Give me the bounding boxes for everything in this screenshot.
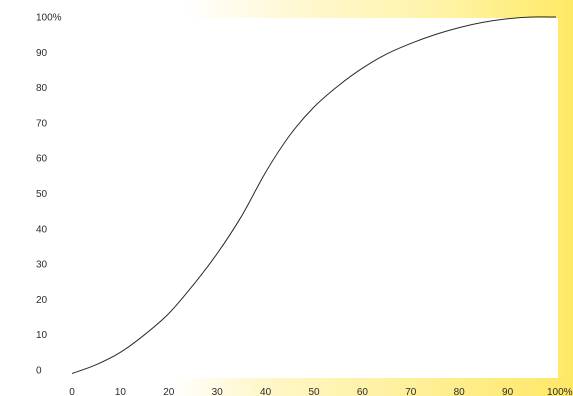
x-tick-label: 60 [357,387,369,396]
bottom-glow-band [0,378,573,396]
x-tick-label: 20 [163,387,175,396]
x-tick-label: 100% [547,387,573,396]
x-tick-label: 40 [260,387,272,396]
y-tick-label: 60 [36,154,48,165]
y-tick-label: 40 [36,224,48,235]
plot-area [60,18,558,378]
y-tick-label: 0 [36,366,42,377]
y-tick-label: 90 [36,48,48,59]
x-tick-label: 70 [405,387,417,396]
y-axis-tick-labels: 0 10 20 30 40 50 60 70 80 90 100% [36,13,62,377]
series-line [71,16,557,374]
y-tick-label: 20 [36,295,48,306]
x-tick-label: 80 [454,387,466,396]
x-tick-label: 90 [502,387,514,396]
x-tick-label: 50 [308,387,320,396]
x-axis-tick-labels: 0 10 20 30 40 50 60 70 80 90 100% [69,387,572,396]
series-layer [71,16,557,374]
y-tick-label: 70 [36,118,48,129]
x-tick-label: 30 [212,387,224,396]
y-tick-label: 80 [36,83,48,94]
y-tick-label: 30 [36,260,48,271]
y-tick-label: 100% [36,13,62,24]
x-tick-label: 10 [115,387,127,396]
x-tick-label: 0 [69,387,75,396]
y-tick-label: 10 [36,330,48,341]
y-tick-label: 50 [36,189,48,200]
